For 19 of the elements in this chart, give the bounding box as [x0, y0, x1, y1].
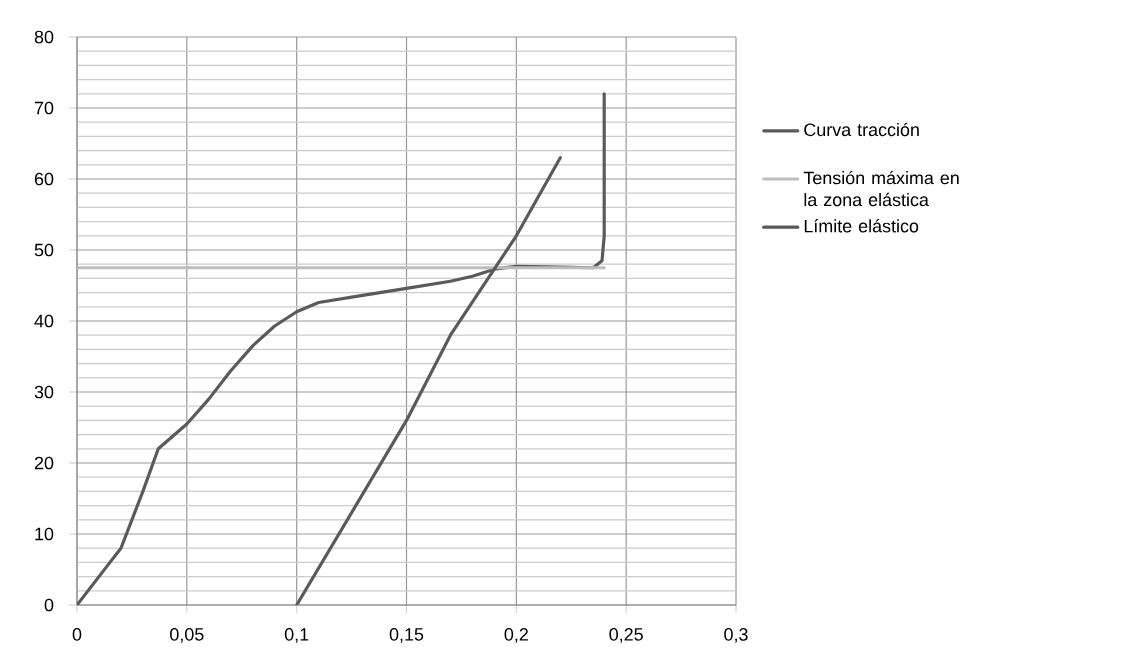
x-tick-label: 0 [72, 628, 82, 641]
legend-label: Límite elástico [804, 219, 919, 233]
x-tick-label: 0,2 [504, 628, 528, 643]
x-tick-label: 0,15 [389, 628, 424, 643]
y-tick-label: 80 [34, 30, 54, 44]
y-tick-label: 50 [34, 243, 54, 257]
x-tick-label: 0,25 [609, 628, 643, 643]
x-tick-label: 0,3 [724, 628, 748, 643]
y-tick-label: 30 [34, 385, 54, 399]
y-tick-label: 60 [34, 172, 54, 186]
y-tick-label: 0 [44, 598, 54, 612]
x-tick-label: 0,05 [170, 628, 204, 643]
y-tick-label: 20 [34, 456, 54, 470]
y-tick-label: 70 [34, 101, 54, 115]
legend-label: Tensión máxima en la zona elástica [803, 170, 959, 207]
y-tick-label: 40 [34, 314, 54, 328]
legend-label: Curva tracción [804, 122, 919, 137]
y-tick-label: 10 [35, 527, 54, 541]
x-tick-label: 0,1 [284, 628, 309, 643]
